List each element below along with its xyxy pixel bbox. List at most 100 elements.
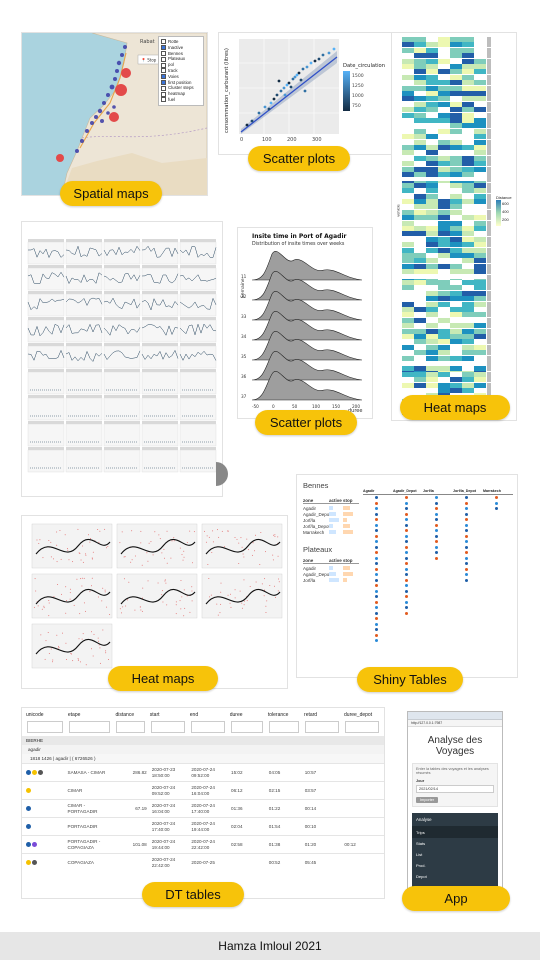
map-layer-checkbox[interactable] — [161, 91, 166, 97]
map-layer-checkbox[interactable] — [161, 97, 166, 103]
heat-side-strip — [487, 74, 491, 80]
dt-col-header[interactable]: etape — [67, 712, 81, 718]
scatter-plot-panel-1[interactable]: consommation_carburant (litres) 0 100 20… — [219, 33, 391, 154]
heat-side-strip — [487, 182, 491, 188]
dt-row[interactable]: COPAGIAZA 2020-07-24 22:42:00 2020-07-25 00… — [22, 853, 384, 871]
shiny-vehicle-row — [363, 627, 513, 633]
app-import-button[interactable]: Importer — [416, 797, 439, 803]
dt-row[interactable]: CIMAR 2020-07-24 09:52:00 2020-07-24 16:04… — [22, 781, 384, 799]
app-menu-header[interactable]: Analyse — [412, 813, 498, 827]
app-menu-item[interactable]: Depot — [416, 874, 427, 879]
dt-filter-input[interactable] — [27, 721, 63, 733]
heat-side-strip — [487, 220, 491, 226]
app-menu-item[interactable]: List — [416, 852, 423, 857]
dt-row[interactable]: PORTAGADIR - COPAGIAZA 101.08 2020-07-24 1… — [22, 835, 384, 853]
map-layer-checkbox[interactable] — [161, 85, 166, 91]
map-layer-checkbox[interactable] — [161, 45, 166, 51]
map-layer-checkbox[interactable] — [161, 39, 166, 45]
map-layer-item[interactable]: Cluster steps — [161, 85, 201, 91]
map-cluster-markers[interactable] — [56, 68, 131, 162]
heat-cell — [438, 280, 450, 285]
map-layer-item[interactable]: track — [161, 68, 201, 74]
dt-col-header[interactable]: retard — [304, 712, 318, 718]
map-layer-item[interactable]: Voies — [161, 74, 201, 80]
facet-strip — [142, 265, 178, 268]
map-layer-item[interactable]: Inactive — [161, 45, 201, 51]
dt-subgroup-row[interactable]: agadir — [22, 745, 384, 754]
trend-point — [34, 578, 36, 580]
trend-point — [154, 531, 156, 533]
app-menu-item[interactable]: Stats — [416, 841, 426, 846]
map-layer-control[interactable]: Rotte Inactive Bennes Plateaux pol track Voies… — [158, 36, 204, 106]
dt-filter-input[interactable] — [116, 721, 145, 733]
dt-group-row[interactable]: BIERHE — [22, 736, 384, 745]
dt-filter-input[interactable] — [150, 721, 185, 733]
dt-col-header[interactable]: distance — [115, 712, 135, 718]
faceted-line-plot-panel[interactable] — [22, 222, 222, 496]
map-layer-item[interactable]: fuel — [161, 97, 201, 103]
app-date-input[interactable]: 2021/02/14 — [416, 785, 494, 793]
dt-filter-input[interactable] — [305, 721, 340, 733]
app-url[interactable]: http://127.0.0.1:7987 — [411, 721, 443, 725]
heat-map-panel-2[interactable] — [22, 516, 287, 688]
map-layer-checkbox[interactable] — [161, 56, 166, 62]
dt-unicode-cell — [24, 806, 66, 811]
trend-point — [79, 553, 81, 555]
trend-point — [221, 530, 223, 532]
heat-cell — [462, 199, 474, 204]
dt-col-header[interactable]: end — [189, 712, 199, 718]
dt-status-icon — [26, 770, 31, 775]
app-addressbar[interactable]: http://127.0.0.1:7987 — [408, 720, 502, 727]
trend-point — [47, 632, 49, 634]
dt-vehicle-row[interactable]: 1818 1426 | agadir | ( 6726526 ) — [22, 754, 384, 763]
scatter-point — [297, 71, 301, 75]
dt-filter-input[interactable] — [268, 721, 300, 733]
heat-side-strip — [487, 118, 491, 123]
map-layer-item[interactable]: first position — [161, 80, 201, 86]
map-layer-item[interactable]: Plateaux — [161, 56, 201, 62]
dt-col-header[interactable]: unicode — [26, 712, 44, 718]
trend-point — [102, 587, 104, 589]
heat-cell — [462, 242, 474, 248]
dt-filter-input[interactable] — [345, 721, 379, 733]
map-layer-item[interactable]: Rotte — [161, 39, 201, 45]
dt-row[interactable]: SAMASA - CIMAR 286.82 2020-07-23 18:50:00 2… — [22, 763, 384, 781]
map-layer-item[interactable]: Bennes — [161, 51, 201, 57]
map-layer-checkbox[interactable] — [161, 79, 166, 85]
dt-row[interactable]: CIMAR - PORTAGADIR 67.19 2020-07-24 16:04:… — [22, 799, 384, 817]
spatial-map-panel[interactable]: Rabat 📍 Stop Rotte Inactive Bennes Plateaux… — [22, 33, 207, 195]
heat-cell — [426, 123, 438, 129]
shiny-vehicle-cell — [363, 633, 393, 637]
scatter-point — [293, 75, 297, 79]
trend-point — [77, 528, 79, 530]
map-layer-item[interactable]: heatmap — [161, 91, 201, 97]
dt-filter-input[interactable] — [190, 721, 225, 733]
heat-cell — [450, 47, 462, 53]
dt-filter-input[interactable] — [230, 721, 263, 733]
shiny-tables-panel[interactable]: Bennes zone active stop Agadir Agadir_Depot J… — [297, 475, 517, 677]
app-window[interactable]: http://127.0.0.1:7987 Analyse des Voyage… — [408, 712, 502, 897]
map-layer-checkbox[interactable] — [161, 62, 166, 68]
ridge-plot-panel[interactable]: Insite time in Port of Agadir Distributi… — [238, 228, 372, 418]
heat-cell — [474, 247, 486, 253]
app-menu-item[interactable]: Prod. — [416, 863, 426, 868]
map-layer-checkbox[interactable] — [161, 50, 166, 56]
dt-row[interactable]: PORTAGADIR 2020-07-24 17:40:00 2020-07-24 … — [22, 817, 384, 835]
app-menu-item[interactable]: Trips — [412, 827, 498, 838]
dt-col-header[interactable]: start — [149, 712, 160, 718]
dt-table-panel[interactable]: unicode etape distance start end duree toleran… — [22, 708, 384, 898]
trend-point — [56, 561, 58, 563]
dt-col-header[interactable]: tolerance — [267, 712, 289, 718]
trend-point — [175, 604, 177, 606]
map-layer-checkbox[interactable] — [161, 74, 166, 80]
heat-map-panel-1[interactable]: vehicle Distance 600 400 200 — [392, 33, 516, 420]
heat-cell — [414, 53, 426, 59]
dt-col-header[interactable]: duree_depot — [344, 712, 373, 718]
dt-col-header[interactable]: duree — [229, 712, 243, 718]
scroll-handle[interactable] — [216, 462, 228, 486]
heat-cell — [402, 107, 414, 113]
map-layer-item[interactable]: pol — [161, 62, 201, 68]
map-layer-checkbox[interactable] — [161, 68, 166, 74]
heat-cell — [438, 242, 450, 248]
dt-filter-input[interactable] — [68, 721, 111, 733]
